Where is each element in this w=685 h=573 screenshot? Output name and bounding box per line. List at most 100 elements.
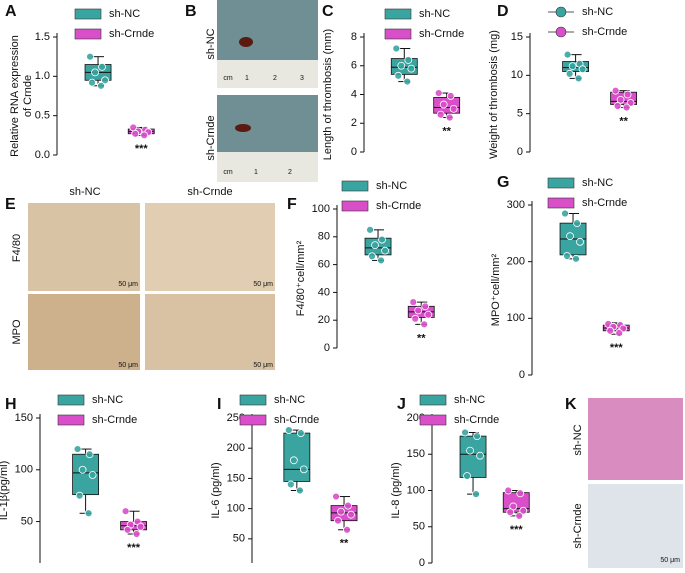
legend-marker: [384, 8, 412, 20]
y-tick-label: 2: [351, 117, 357, 129]
row-label: sh-NC: [205, 28, 217, 59]
row-label: sh-NC: [572, 424, 584, 455]
y-axis-label: IL-8 (pg/ml): [390, 462, 402, 518]
point: [131, 129, 140, 138]
scale-bar: 50 μm: [253, 362, 273, 369]
ruler-label: 2: [273, 75, 277, 82]
y-tick-label: 200: [507, 256, 525, 268]
scale-bar: 50 μm: [660, 557, 680, 564]
point: [88, 78, 96, 87]
thrombus: [235, 124, 251, 132]
histology: [28, 203, 140, 291]
point: [88, 471, 97, 479]
point: [461, 428, 469, 437]
point: [409, 298, 418, 307]
y-axis-label: IL-1β(pg/ml): [0, 461, 10, 521]
point: [299, 465, 308, 474]
y-tick-label: 20: [318, 314, 330, 326]
point: [576, 237, 584, 246]
point: [136, 522, 145, 531]
point: [296, 429, 305, 438]
legend-label: sh-Crnde: [376, 200, 421, 212]
significance: **: [442, 125, 451, 137]
y-axis-label: F4/80⁺cell/mm²: [295, 240, 307, 316]
point: [516, 489, 525, 498]
y-tick-label: 0: [324, 342, 330, 354]
y-tick-label: 150: [407, 448, 425, 460]
column-label: sh-Crnde: [187, 186, 232, 198]
significance: ***: [610, 342, 624, 354]
ruler-label: cm: [223, 75, 233, 82]
point: [420, 320, 429, 329]
point: [611, 86, 620, 95]
y-tick-label: 200: [227, 442, 245, 454]
point: [366, 225, 374, 234]
significance: ***: [127, 542, 141, 554]
point: [337, 507, 345, 516]
legend-label: sh-NC: [92, 394, 123, 406]
point: [371, 241, 379, 250]
legend-label: sh-NC: [582, 6, 613, 18]
y-tick-label: 0.0: [35, 149, 50, 161]
point: [466, 446, 474, 455]
ruler-label: 1: [254, 169, 258, 176]
legend-label: sh-Crnde: [454, 414, 499, 426]
significance: ***: [135, 143, 149, 155]
y-tick-label: 1.5: [35, 31, 50, 43]
y-tick-label: 100: [407, 484, 425, 496]
legend-label: sh-NC: [274, 394, 305, 406]
point: [439, 100, 448, 109]
point: [436, 110, 445, 119]
thrombus: [239, 37, 253, 47]
y-axis-label: Length of thrombosis (mm): [322, 29, 334, 160]
point: [347, 510, 355, 519]
y-tick-label: 100: [227, 503, 245, 515]
legend-marker: [419, 394, 447, 406]
point: [446, 92, 455, 100]
point: [515, 511, 524, 520]
point: [343, 525, 351, 534]
panel-letter: K: [565, 396, 577, 413]
point: [123, 525, 132, 534]
legend-marker: [547, 197, 575, 209]
y-axis-label: Weight of thrombosis (mg): [488, 30, 500, 159]
point: [578, 65, 587, 74]
y-tick-label: 0: [519, 369, 525, 381]
y-axis-label: of Crnde: [22, 75, 34, 117]
y-tick-label: 0: [419, 557, 425, 569]
point: [378, 235, 386, 244]
legend-marker: [57, 394, 85, 406]
point: [568, 62, 577, 71]
point: [75, 491, 84, 500]
point: [572, 254, 580, 263]
row-label: F4/80: [11, 234, 23, 262]
row-label: MPO: [11, 319, 23, 345]
y-tick-label: 10: [511, 69, 523, 81]
ruler-label: cm: [223, 169, 233, 176]
y-tick-label: 8: [351, 31, 357, 43]
legend-label: sh-NC: [376, 180, 407, 192]
point: [473, 432, 481, 441]
point: [573, 219, 581, 228]
point: [463, 472, 471, 480]
panel-letter: A: [5, 3, 17, 20]
point: [411, 314, 420, 323]
y-tick-label: 40: [318, 286, 330, 298]
column-label: sh-NC: [69, 186, 100, 198]
y-tick-label: 100: [15, 464, 33, 476]
panel-letter: G: [497, 174, 509, 191]
point: [344, 501, 352, 510]
y-tick-label: 15: [511, 31, 523, 43]
point: [622, 103, 631, 112]
point: [613, 102, 622, 110]
point: [616, 95, 625, 104]
point: [606, 326, 615, 335]
y-tick-label: 0.5: [35, 110, 50, 122]
legend-marker: [239, 394, 267, 406]
significance: **: [417, 332, 426, 344]
ruler: [217, 60, 318, 88]
scale-bar: 50 μm: [253, 281, 273, 288]
legend-marker: [547, 177, 575, 189]
point: [392, 44, 401, 53]
